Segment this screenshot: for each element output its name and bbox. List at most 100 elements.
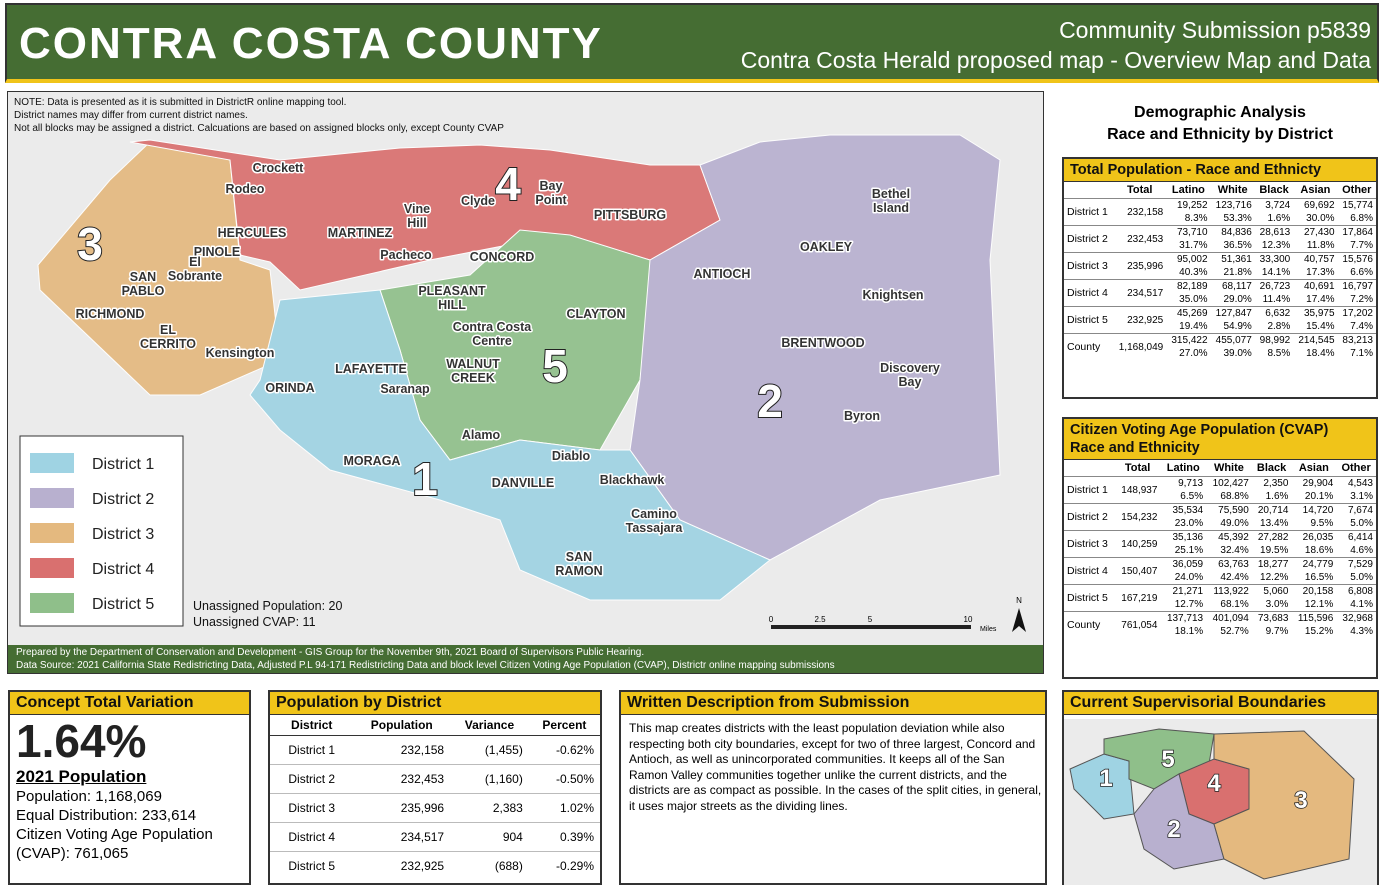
place-label: Vine — [404, 202, 430, 216]
place-label: PINOLE — [194, 245, 241, 259]
district-number: 4 — [495, 158, 521, 210]
count-row: District 2 154,232 35,534 75,590 20,714 14,72… — [1064, 503, 1376, 531]
population-heading: 2021 Population — [16, 767, 147, 786]
header: CONTRA COSTA COUNTY Community Submission … — [5, 3, 1379, 83]
inset-district-number: 1 — [1099, 765, 1112, 792]
percent-cell: 40.3% — [1179, 267, 1208, 278]
count-cell: 51,361 — [1210, 252, 1255, 266]
row-label: District 1 — [1064, 476, 1115, 504]
place-label: CLAYTON — [566, 307, 625, 321]
inset-district-number: 2 — [1167, 816, 1180, 843]
percent-cell: 68.8% — [1220, 491, 1249, 502]
percent-cell: 7.7% — [1350, 240, 1373, 251]
percent-cell: 12.2% — [1260, 572, 1289, 583]
percent-cell: 53.3% — [1223, 213, 1252, 224]
count-cell: 35,975 — [1293, 306, 1338, 320]
count-cell: 33,300 — [1254, 252, 1294, 266]
header-cell: Variance — [450, 715, 529, 736]
percent-row: 8.3% 53.3% 1.6% 30.0% 6.8% — [1064, 212, 1376, 226]
inset-district-number: 4 — [1207, 770, 1221, 797]
place-label: PABLO — [122, 284, 165, 298]
header-cell: Other — [1341, 462, 1371, 474]
percent-row: 19.4% 54.9% 2.8% 15.4% 7.4% — [1064, 320, 1376, 334]
cell: 1.02% — [528, 793, 600, 823]
main-title: CONTRA COSTA COUNTY — [19, 19, 603, 68]
row-label: District 4 — [1064, 557, 1115, 585]
count-cell: 84,836 — [1210, 225, 1255, 239]
percent-cell: 39.0% — [1223, 348, 1252, 359]
panel-title: Current Supervisorial Boundaries — [1064, 692, 1377, 715]
count-cell: 20,158 — [1291, 584, 1337, 598]
total-cell: 154,232 — [1114, 503, 1161, 531]
place-label: OAKLEY — [800, 240, 853, 254]
place-label: MARTINEZ — [328, 226, 393, 240]
panel-title: Concept Total Variation — [10, 692, 249, 715]
cell: 2,383 — [450, 793, 529, 823]
district-number: 3 — [77, 218, 103, 270]
percent-cell: 4.1% — [1350, 599, 1373, 610]
count-row: County 1,168,049 315,422 455,077 98,992 214,5… — [1064, 333, 1376, 360]
percent-cell: 12.3% — [1261, 240, 1291, 251]
legend-swatch — [30, 523, 74, 543]
row-label: District 2 — [1064, 503, 1115, 531]
count-row: District 2 232,453 73,710 84,836 28,613 27,43… — [1064, 225, 1376, 253]
percent-cell: 54.9% — [1223, 321, 1252, 332]
unassigned-text: Unassigned CVAP: 11 — [193, 615, 316, 629]
count-cell: 2,350 — [1251, 476, 1292, 490]
percent-cell: 49.0% — [1220, 518, 1249, 529]
percent-cell: 6.6% — [1350, 267, 1373, 278]
place-label: Centre — [472, 334, 512, 348]
cell: (1,160) — [450, 764, 529, 794]
count-row: County 761,054 137,713 401,094 73,683 115,596… — [1064, 611, 1376, 638]
count-cell: 73,710 — [1166, 225, 1211, 239]
percent-cell: 15.4% — [1306, 321, 1335, 332]
cell: 234,517 — [353, 822, 451, 852]
title-line: Citizen Voting Age Population (CVAP) — [1070, 422, 1329, 438]
percent-cell: 3.0% — [1265, 599, 1289, 610]
county-shapes — [37, 134, 1001, 601]
inset-district-number: 5 — [1161, 746, 1174, 773]
place-label: RAMON — [555, 564, 602, 578]
legend-swatch — [30, 488, 74, 508]
percent-cell: 17.4% — [1306, 294, 1335, 305]
population-line: Citizen Voting Age Population — [16, 826, 213, 843]
cvap-table: Citizen Voting Age Population (CVAP) Race… — [1062, 417, 1378, 679]
count-cell: 26,035 — [1291, 530, 1337, 544]
percent-cell: 6.8% — [1350, 213, 1373, 224]
total-cell: 167,219 — [1114, 584, 1161, 612]
count-cell: 214,545 — [1293, 333, 1338, 347]
title-line: Race and Ethnicity by District — [1107, 126, 1333, 143]
inset-map: 1 5 42 3 — [1064, 719, 1377, 885]
cell: 232,453 — [353, 764, 451, 794]
percent-cell: 7.1% — [1350, 348, 1373, 359]
place-label: ANTIOCH — [694, 267, 751, 281]
count-cell: 17,202 — [1337, 306, 1376, 320]
scale-unit: Miles — [980, 626, 997, 633]
percent-cell: 32.4% — [1220, 545, 1249, 556]
title-line: Demographic Analysis — [1134, 104, 1306, 121]
percent-cell: 31.7% — [1179, 240, 1208, 251]
cell: 232,158 — [353, 735, 451, 765]
map-note: District names may differ from current d… — [14, 110, 248, 121]
count-cell: 83,213 — [1337, 333, 1376, 347]
percent-cell: 2.8% — [1267, 321, 1291, 332]
count-cell: 15,774 — [1337, 198, 1376, 212]
header-cell — [1064, 182, 1113, 199]
total-cell: 232,453 — [1113, 225, 1167, 253]
percent-cell: 21.8% — [1223, 267, 1252, 278]
place-label: Blackhawk — [600, 473, 665, 487]
population-line: Population: 1,168,069 — [16, 788, 162, 805]
percent-cell: 16.5% — [1304, 572, 1334, 583]
subtitle: Community Submission p5839 — [1059, 17, 1371, 43]
percent-cell: 18.6% — [1304, 545, 1334, 556]
cell: (1,455) — [450, 735, 529, 765]
header-row: Total Latino White Black Asian Other — [1064, 460, 1376, 477]
place-label: El — [189, 255, 201, 269]
count-cell: 6,808 — [1336, 584, 1376, 598]
count-cell: 82,189 — [1166, 279, 1211, 293]
header-cell: Total — [1124, 462, 1151, 474]
place-label: LAFAYETTE — [335, 362, 407, 376]
place-label: Clyde — [461, 194, 495, 208]
percent-cell: 12.1% — [1304, 599, 1334, 610]
